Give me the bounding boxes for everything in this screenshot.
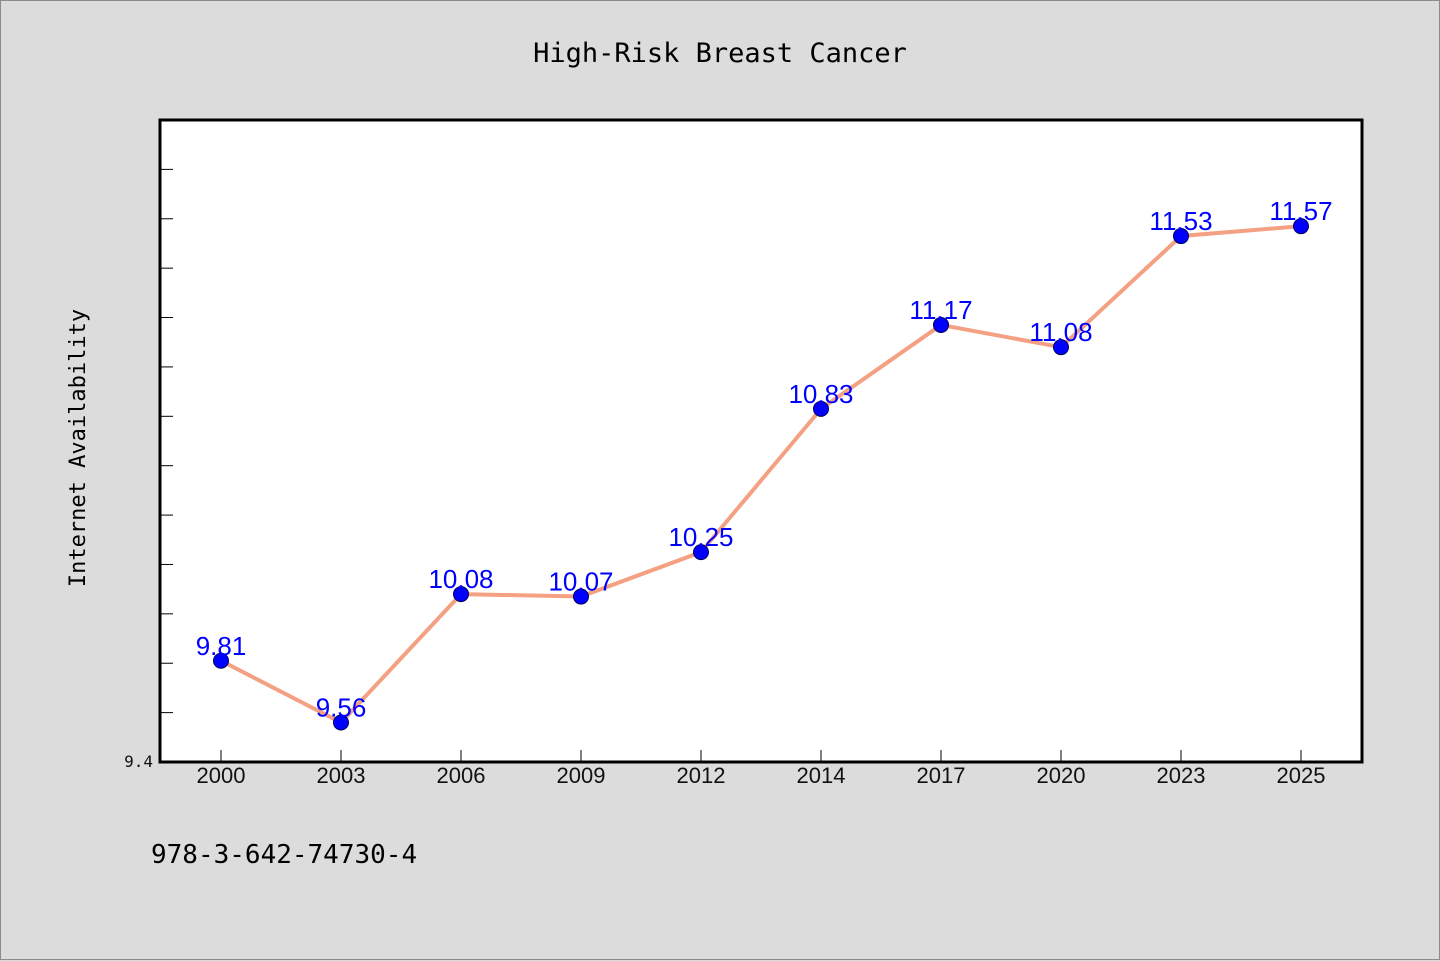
data-label: 10.07	[548, 567, 613, 597]
data-point-marker	[453, 586, 469, 603]
x-tick-label: 2003	[317, 763, 366, 788]
x-tick-label: 2006	[437, 763, 486, 788]
data-point-marker	[693, 544, 709, 561]
y-axis-label: Internet Availability	[66, 309, 91, 587]
x-axis-tick-labels: 2000 2003 2006 2009 2012 2014 2017 2020 2023 2025	[197, 750, 1326, 788]
data-label: 9.56	[316, 692, 367, 722]
chart-title: High-Risk Breast Cancer	[533, 38, 907, 69]
data-point-marker	[1173, 228, 1189, 245]
data-labels: 9.81 9.56 10.08 10.07 10.25 10.83 11.17 11.08 11…	[196, 196, 1333, 722]
data-label: 11.57	[1269, 196, 1332, 226]
data-label: 11.08	[1029, 317, 1092, 347]
data-label: 11.17	[909, 295, 972, 325]
data-point-marker	[933, 316, 949, 333]
data-markers	[213, 218, 1309, 731]
x-tick-label: 2009	[557, 763, 606, 788]
data-label: 11.53	[1149, 206, 1212, 236]
x-tick-label: 2000	[197, 763, 246, 788]
data-point-marker	[1293, 218, 1309, 235]
data-point-marker	[213, 652, 229, 669]
data-label: 9.81	[196, 631, 247, 661]
x-tick-label: 2012	[677, 763, 726, 788]
data-point-marker	[1053, 339, 1069, 356]
x-tick-label: 2023	[1157, 763, 1206, 788]
data-label: 10.08	[428, 564, 493, 594]
data-label: 10.83	[788, 379, 853, 409]
series-line	[219, 224, 1303, 725]
x-tick-label: 2025	[1277, 763, 1326, 788]
x-tick-label: 2014	[797, 763, 846, 788]
plot-area	[158, 118, 1364, 764]
footer-isbn: 978-3-642-74730-4	[151, 840, 417, 870]
data-point-marker	[573, 588, 589, 605]
data-label: 10.25	[668, 522, 733, 552]
x-tick-label: 2017	[917, 763, 966, 788]
data-point-marker	[333, 714, 349, 731]
x-tick-label: 2020	[1037, 763, 1086, 788]
y-axis-ticks	[160, 119, 173, 763]
data-point-marker	[813, 400, 829, 417]
y-tick-label: 9.4	[124, 752, 153, 771]
